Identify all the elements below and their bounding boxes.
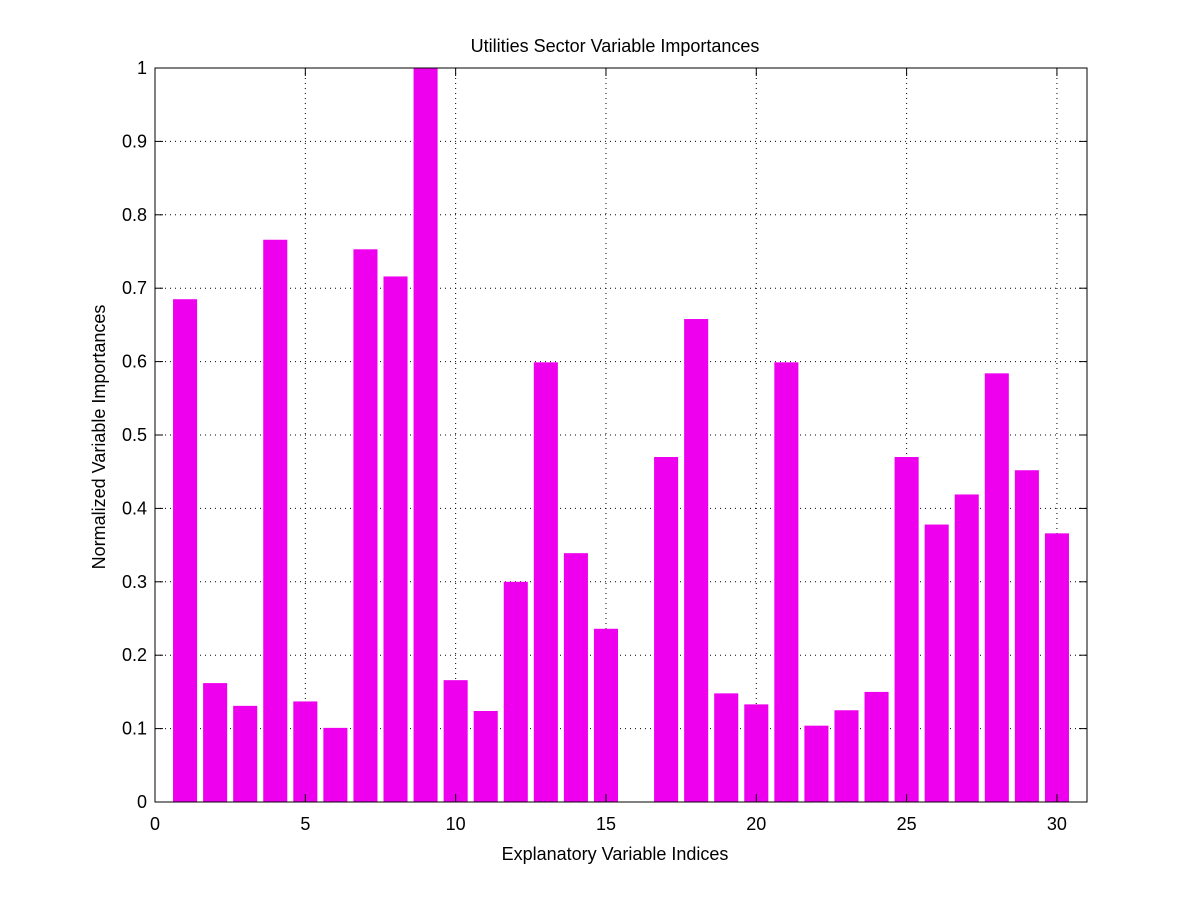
bar-6	[323, 727, 348, 802]
bar-13	[533, 362, 558, 802]
bar-14	[563, 553, 588, 802]
x-tick-label: 20	[746, 814, 766, 834]
bar-26	[924, 524, 949, 802]
bar-27	[954, 494, 979, 802]
y-tick-label: 0.8	[122, 205, 147, 225]
bar-11	[473, 710, 498, 802]
y-axis-label: Normalized Variable Importances	[89, 305, 109, 570]
y-tick-label: 0.4	[122, 498, 147, 518]
x-axis-label: Explanatory Variable Indices	[502, 844, 729, 864]
y-tick-label: 0.5	[122, 425, 147, 445]
bar-21	[774, 362, 799, 802]
y-tick-label: 0.7	[122, 278, 147, 298]
y-tick-label: 0.2	[122, 645, 147, 665]
bar-25	[894, 457, 919, 802]
y-tick-label: 1	[137, 58, 147, 78]
bar-2	[203, 683, 228, 802]
y-tick-label: 0.3	[122, 572, 147, 592]
y-tick-label: 0.9	[122, 131, 147, 151]
x-tick-label: 5	[300, 814, 310, 834]
bar-10	[443, 680, 468, 802]
y-tick-label: 0	[137, 792, 147, 812]
bar-18	[684, 319, 709, 802]
bar-17	[654, 457, 679, 802]
bar-3	[233, 705, 258, 802]
bar-5	[293, 701, 318, 802]
axes	[154, 67, 1088, 803]
bar-4	[263, 239, 288, 803]
bar-7	[353, 249, 378, 803]
tick-labels: 0 5 10 15 20 25 30 0 0.1 0.2 0.3 0.4 0.5 0.6 0.7 0.8 0.9…	[122, 58, 1067, 834]
bar-8	[383, 276, 408, 802]
x-tick-label: 10	[446, 814, 466, 834]
y-tick-label: 0.1	[122, 719, 147, 739]
x-tick-label: 25	[897, 814, 917, 834]
bar-24	[864, 691, 889, 802]
bars	[173, 68, 1069, 803]
bar-23	[834, 710, 859, 802]
x-tick-label: 0	[150, 814, 160, 834]
bar-1	[173, 299, 198, 802]
bar-22	[804, 725, 829, 802]
x-tick-label: 30	[1047, 814, 1067, 834]
chart-title: Utilities Sector Variable Importances	[471, 36, 760, 56]
bar-30	[1044, 533, 1069, 802]
bar-29	[1014, 470, 1039, 802]
bar-19	[714, 693, 739, 802]
bar-9	[413, 68, 438, 802]
bar-15	[593, 628, 618, 802]
bar-28	[984, 373, 1009, 802]
bar-12	[503, 581, 528, 802]
y-tick-label: 0.6	[122, 352, 147, 372]
x-tick-label: 15	[596, 814, 616, 834]
bar-20	[744, 704, 769, 802]
